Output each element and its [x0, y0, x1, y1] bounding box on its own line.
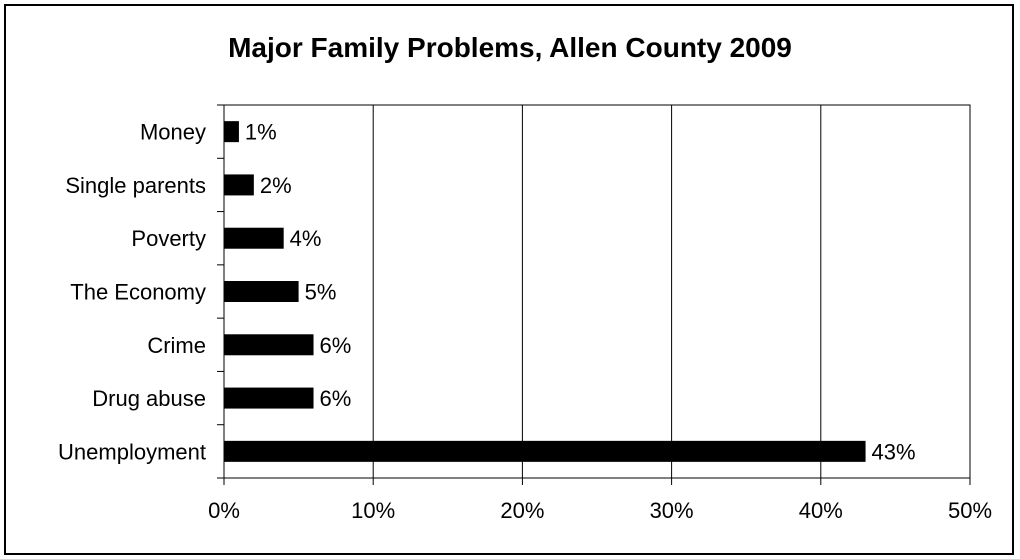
category-label: Drug abuse: [92, 386, 206, 411]
chart-frame: [4, 4, 1014, 555]
bar: [224, 440, 866, 462]
axes: 0% 10% 20% 30% 40% 50% Money 1% Single parents 2%…: [58, 104, 992, 523]
x-tick-label: 20%: [500, 498, 544, 523]
data-label: 43%: [872, 439, 916, 464]
data-label: 1%: [245, 120, 277, 145]
data-label: 2%: [260, 173, 292, 198]
category-label: Money: [140, 120, 206, 145]
category-label: Unemployment: [58, 439, 206, 464]
bar: [224, 281, 299, 302]
bar: [224, 121, 239, 143]
category-label: Crime: [147, 333, 206, 358]
category-label: Single parents: [65, 173, 206, 198]
bar: [224, 334, 314, 356]
data-label: 6%: [320, 386, 352, 411]
x-tick-label: 10%: [351, 498, 395, 523]
category-label: Poverty: [131, 226, 206, 251]
x-tick-label: 40%: [799, 498, 843, 523]
bars: [224, 121, 866, 462]
data-label: 6%: [320, 333, 352, 358]
x-tick-label: 0%: [208, 498, 240, 523]
x-tick-label: 50%: [948, 498, 992, 523]
bar: [224, 387, 314, 409]
data-label: 5%: [305, 280, 337, 305]
category-label: The Economy: [70, 280, 206, 305]
bar: [224, 227, 284, 249]
data-label: 4%: [290, 226, 322, 251]
x-tick-label: 30%: [650, 498, 694, 523]
bar: [224, 174, 254, 196]
chart-title: Major Family Problems, Allen County 2009: [228, 32, 792, 63]
gridlines: [372, 105, 822, 478]
